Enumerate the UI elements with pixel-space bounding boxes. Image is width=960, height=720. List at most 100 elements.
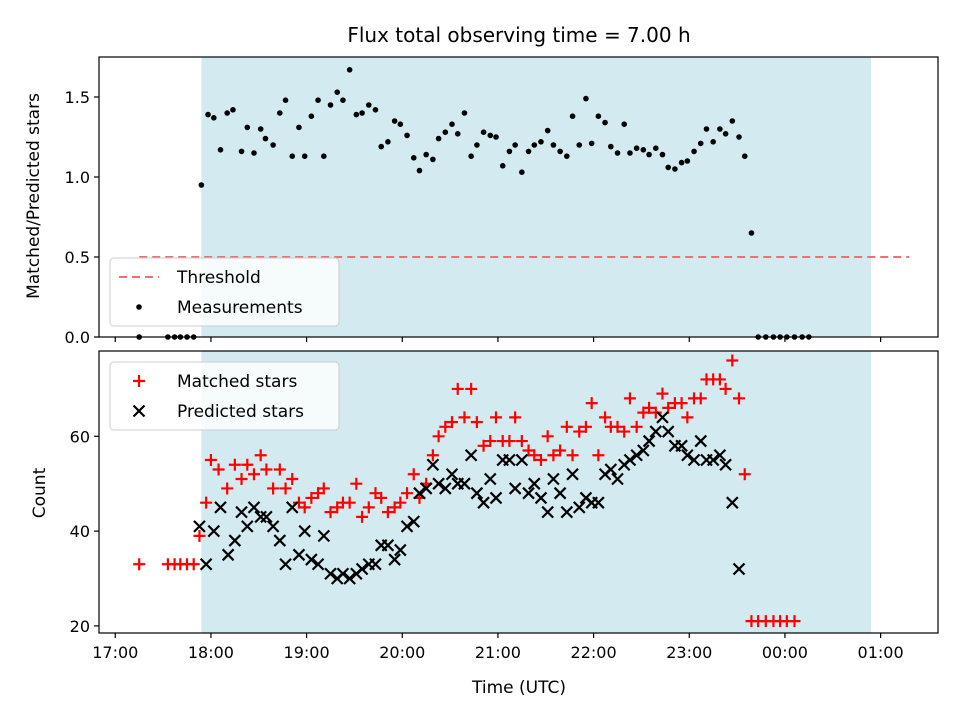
matched-star-point	[465, 382, 478, 395]
measurement-point	[461, 110, 468, 116]
measurement-point	[301, 153, 308, 159]
x-tick-label: 18:00	[188, 643, 234, 662]
measurement-point	[435, 135, 442, 142]
predicted-star-point	[515, 453, 529, 467]
measurement-point	[717, 126, 723, 132]
predicted-star-point	[489, 491, 503, 505]
matched-star-point	[656, 387, 669, 400]
matched-star-point	[133, 558, 146, 571]
predicted-star-point	[706, 453, 720, 467]
series-measurements	[136, 67, 812, 340]
predicted-star-point	[681, 448, 694, 462]
measurement-point	[627, 150, 633, 156]
measurement-point	[525, 148, 532, 155]
predicted-star-point	[336, 567, 350, 581]
legend-box	[109, 257, 340, 327]
predicted-star-point	[285, 501, 299, 514]
matched-star-point	[788, 615, 801, 628]
top-y-axis-label: Matched/Predicted stars	[24, 93, 44, 299]
measurement-point	[449, 121, 455, 127]
measurement-point	[224, 110, 230, 116]
measurement-point	[410, 155, 417, 161]
matched-star-point	[611, 420, 624, 433]
measurement-point	[544, 127, 551, 134]
matched-star-point	[305, 491, 318, 504]
measurement-point	[697, 140, 704, 147]
matched-star-point	[193, 529, 206, 542]
predicted-star-point	[687, 453, 701, 467]
matched-star-point	[509, 411, 522, 424]
predicted-star-point	[324, 567, 337, 581]
measurement-point	[564, 153, 570, 159]
matched-star-point	[547, 449, 560, 462]
measurement-point	[729, 118, 736, 124]
top-panel: 0.0 0.5 1.0 1.5 Threshold Measurements	[65, 56, 939, 347]
matched-star-point	[247, 468, 260, 481]
x-tick-label: 00:00	[762, 643, 808, 662]
measurement-point	[353, 111, 360, 118]
measurement-point	[244, 124, 251, 131]
legend-predicted-swatch	[132, 404, 146, 418]
measurement-point	[621, 121, 628, 127]
matched-star-point	[381, 506, 394, 519]
measurement-point	[480, 129, 487, 135]
predicted-star-point	[407, 515, 421, 528]
matched-star-point	[235, 472, 248, 485]
matched-star-point	[273, 463, 286, 476]
measurement-point	[576, 142, 583, 148]
measurement-point	[608, 143, 614, 150]
measurement-point	[595, 113, 602, 119]
measurement-point	[703, 126, 710, 132]
y-tick-label: 0.5	[65, 248, 90, 267]
measurement-point	[633, 145, 640, 151]
predicted-star-point	[522, 486, 535, 500]
matched-star-point	[649, 406, 662, 419]
measurement-point	[430, 156, 436, 163]
matched-star-point	[204, 454, 217, 467]
measurement-point	[646, 151, 652, 158]
matched-star-point	[592, 449, 605, 462]
measurement-point	[736, 134, 742, 140]
measurement-point	[722, 131, 729, 137]
predicted-star-point	[572, 501, 586, 514]
predicted-star-point	[369, 557, 382, 571]
legend-matched-swatch	[133, 375, 145, 387]
predicted-star-point	[221, 548, 235, 562]
measurement-point	[404, 132, 410, 139]
measurement-point	[691, 148, 697, 155]
predicted-star-point	[419, 482, 433, 495]
matched-star-point	[484, 435, 497, 448]
legend: Threshold Measurements	[109, 257, 340, 327]
predicted-star-point	[553, 486, 567, 500]
matched-star-point	[286, 472, 299, 485]
matched-star-point	[662, 401, 675, 414]
predicted-star-point	[241, 520, 254, 533]
series-predicted-stars	[193, 411, 746, 585]
matched-star-point	[623, 392, 636, 405]
matched-star-point	[228, 458, 241, 471]
measurement-point	[659, 151, 666, 158]
predicted-star-point	[298, 524, 311, 538]
predicted-star-point	[193, 520, 206, 533]
predicted-star-point	[484, 472, 497, 486]
bottom-panel: 20 40 60 17:00 18:00 19:00 20:00 21:00 22:00 23:0…	[70, 350, 939, 662]
matched-star-point	[298, 501, 311, 514]
matched-star-point	[343, 496, 356, 509]
measurement-point	[340, 97, 346, 103]
measurement-point	[741, 153, 748, 159]
matched-star-point	[407, 468, 420, 481]
predicted-star-point	[464, 448, 478, 462]
legend-series-label: Predicted stars	[177, 402, 304, 422]
matched-star-point	[470, 416, 483, 429]
matched-star-point	[719, 382, 732, 395]
predicted-star-point	[611, 472, 624, 486]
predicted-star-point	[254, 510, 267, 524]
y-tick-label: 40	[70, 522, 90, 541]
measurement-point	[748, 230, 755, 236]
matched-star-point	[241, 458, 254, 471]
predicted-star-point	[726, 496, 739, 509]
measurement-point	[262, 135, 269, 142]
predicted-star-point	[305, 553, 318, 566]
x-axis-label: Time (UTC)	[471, 678, 566, 698]
